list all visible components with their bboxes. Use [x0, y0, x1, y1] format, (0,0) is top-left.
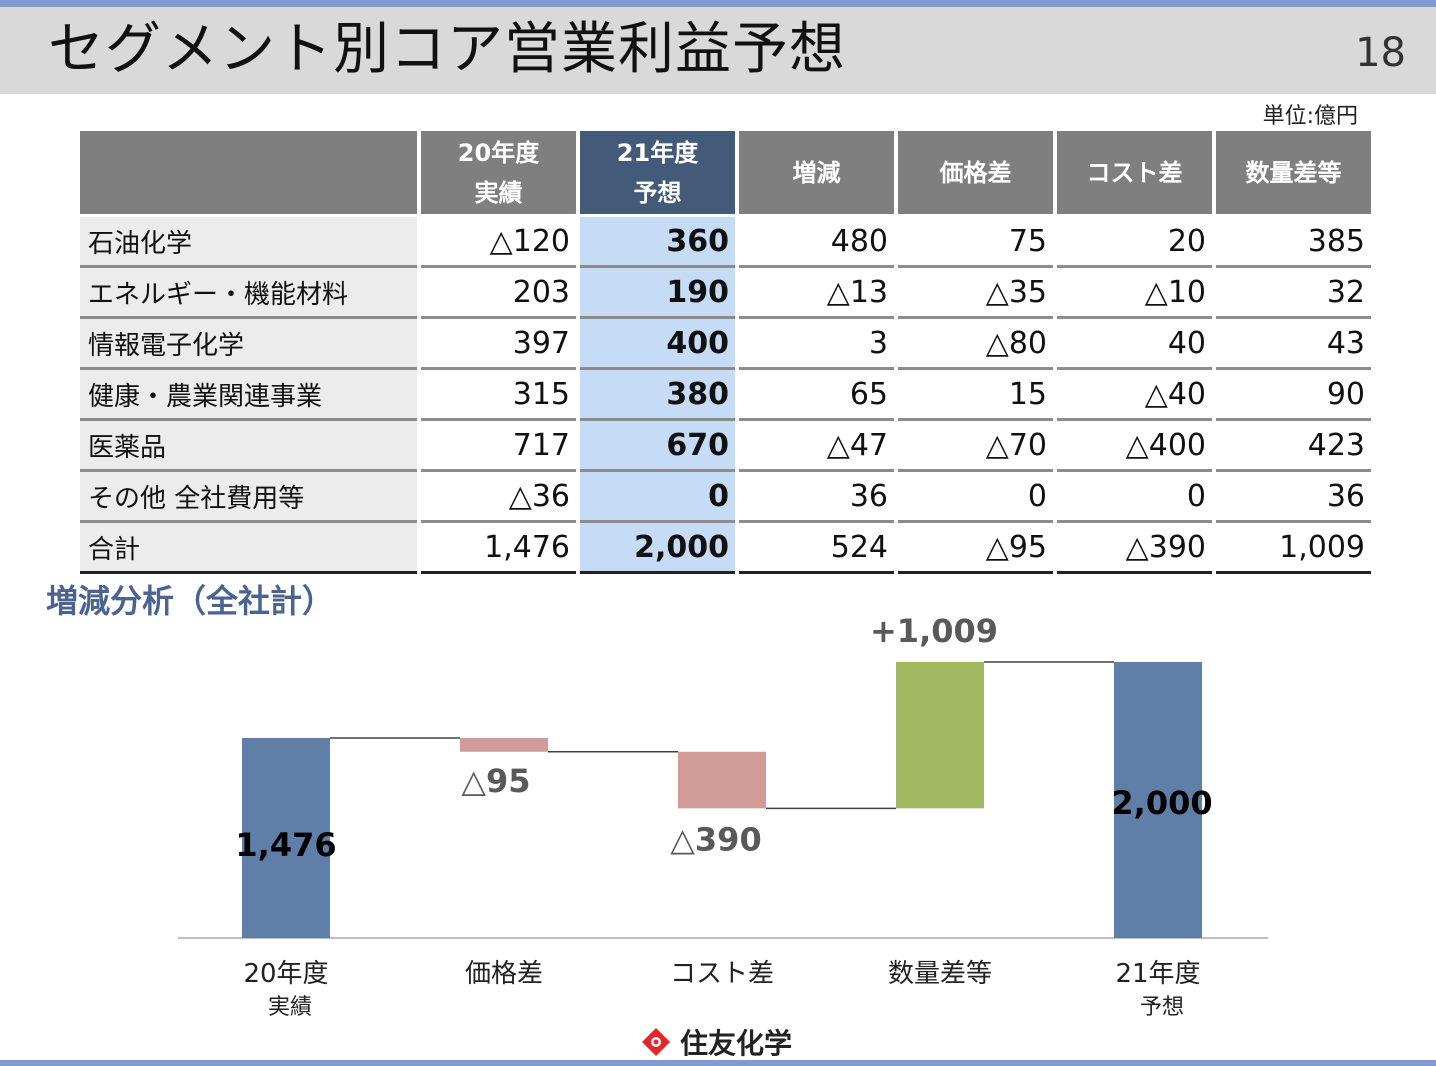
segment-table: 20年度 実績 21年度 予想 増減 価格差 コスト差 数量差等 石油化学 △120… — [76, 131, 1375, 574]
table-cell: △47 — [739, 421, 894, 472]
table-cell: 65 — [739, 370, 894, 421]
table-cell: △400 — [1057, 421, 1212, 472]
table-cell: △70 — [898, 421, 1053, 472]
table-cell: 480 — [739, 217, 894, 268]
row-label: 健康・農業関連事業 — [80, 370, 417, 421]
table-cell: 1,476 — [421, 523, 576, 574]
table-cell: 2,000 — [580, 523, 735, 574]
table-row: 医薬品 717 670 △47 △70 △400 423 — [80, 421, 1371, 472]
category-label: 20年度 — [243, 959, 328, 989]
table-cell: 40 — [1057, 319, 1212, 370]
table-cell: 385 — [1216, 217, 1371, 268]
category-label: 実績 — [268, 995, 312, 1020]
row-label: 石油化学 — [80, 217, 417, 268]
row-label: 情報電子化学 — [80, 319, 417, 370]
data-label: +1,009 — [870, 612, 998, 650]
bar-2 — [678, 751, 766, 809]
table-cell: △36 — [421, 472, 576, 523]
table-cell: 3 — [739, 319, 894, 370]
table-cell: 1,009 — [1216, 523, 1371, 574]
table-cell: 380 — [580, 370, 735, 421]
table-row: 情報電子化学 397 400 3 △80 40 43 — [80, 319, 1371, 370]
data-label: 2,000 — [1111, 784, 1212, 822]
table-cell: △35 — [898, 268, 1053, 319]
slide-title: セグメント別コア営業利益予想 — [48, 17, 846, 82]
company-logo: 住友化学 — [640, 1024, 792, 1060]
data-label: △390 — [670, 820, 761, 858]
bottom-rule — [0, 1060, 1436, 1066]
table-cell: 36 — [1216, 472, 1371, 523]
category-label: コスト差 — [670, 959, 774, 989]
header-fy20-actual: 20年度 実績 — [421, 131, 576, 217]
header-band — [0, 7, 1436, 94]
table-cell: 36 — [739, 472, 894, 523]
table-cell: 32 — [1216, 268, 1371, 319]
table-cell: 90 — [1216, 370, 1371, 421]
table-corner-cell — [80, 131, 417, 217]
table-cell: △80 — [898, 319, 1053, 370]
table-cell: 43 — [1216, 319, 1371, 370]
unit-note: 単位:億円 — [1262, 104, 1358, 129]
header-volume-diff: 数量差等 — [1216, 131, 1371, 217]
section-title: 増減分析（全社計） — [46, 582, 335, 620]
table-cell: △10 — [1057, 268, 1212, 319]
table-cell: 670 — [580, 421, 735, 472]
category-label: 予想 — [1140, 995, 1184, 1020]
table-cell: △390 — [1057, 523, 1212, 574]
table-row: エネルギー・機能材料 203 190 △13 △35 △10 32 — [80, 268, 1371, 319]
table-cell: 524 — [739, 523, 894, 574]
category-label: 数量差等 — [888, 959, 992, 989]
table-cell: 423 — [1216, 421, 1371, 472]
data-label: 1,476 — [235, 826, 336, 864]
table-cell: △95 — [898, 523, 1053, 574]
data-label: △95 — [461, 762, 530, 800]
table-cell: △120 — [421, 217, 576, 268]
table-cell: 315 — [421, 370, 576, 421]
table-cell: 15 — [898, 370, 1053, 421]
header-change: 増減 — [739, 131, 894, 217]
table-cell: 717 — [421, 421, 576, 472]
table-cell: 20 — [1057, 217, 1212, 268]
header-price-diff: 価格差 — [898, 131, 1053, 217]
table-total-row: 合計 1,476 2,000 524 △95 △390 1,009 — [80, 523, 1371, 574]
page-number: 18 — [1355, 30, 1406, 76]
header-fy21-forecast: 21年度 予想 — [580, 131, 735, 217]
table-cell: 203 — [421, 268, 576, 319]
logo-mark-icon — [642, 1028, 670, 1056]
row-label: 医薬品 — [80, 421, 417, 472]
table-cell: 75 — [898, 217, 1053, 268]
top-rule — [0, 0, 1436, 7]
row-label: その他 全社費用等 — [80, 472, 417, 523]
table-cell: 0 — [898, 472, 1053, 523]
table-row: その他 全社費用等 △36 0 36 0 0 36 — [80, 472, 1371, 523]
bar-0 — [242, 738, 330, 938]
table-cell: △13 — [739, 268, 894, 319]
table-header-row: 20年度 実績 21年度 予想 増減 価格差 コスト差 数量差等 — [80, 131, 1371, 217]
row-label: エネルギー・機能材料 — [80, 268, 417, 319]
header-cost-diff: コスト差 — [1057, 131, 1212, 217]
category-label: 21年度 — [1115, 959, 1200, 989]
bar-4 — [1114, 662, 1202, 938]
table-cell: 0 — [1057, 472, 1212, 523]
table-cell: 360 — [580, 217, 735, 268]
row-label: 合計 — [80, 523, 417, 574]
category-label: 価格差 — [465, 959, 543, 989]
table-cell: 397 — [421, 319, 576, 370]
table-cell: 400 — [580, 319, 735, 370]
bar-3 — [896, 662, 984, 809]
bar-1 — [460, 738, 548, 752]
table-cell: 190 — [580, 268, 735, 319]
logo-text: 住友化学 — [680, 1027, 793, 1060]
table-cell: △40 — [1057, 370, 1212, 421]
table-row: 石油化学 △120 360 480 75 20 385 — [80, 217, 1371, 268]
table-row: 健康・農業関連事業 315 380 65 15 △40 90 — [80, 370, 1371, 421]
table-cell: 0 — [580, 472, 735, 523]
